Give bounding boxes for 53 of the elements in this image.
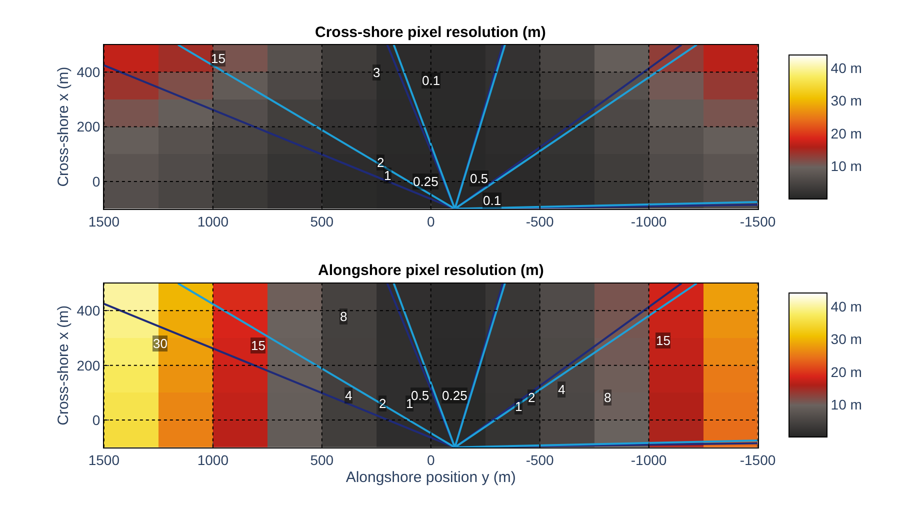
annotation: 30 [153, 336, 168, 351]
x-tick-label: -1000 [630, 214, 667, 230]
annotation: 4 [558, 382, 566, 397]
annotation: 3 [373, 65, 380, 80]
y-tick-label: 400 [76, 302, 100, 319]
annotation: 0.25 [442, 388, 468, 403]
y-tick-label: 200 [76, 118, 100, 135]
chart-title: Alongshore pixel resolution (m) [318, 262, 544, 279]
y-tick-label: 400 [76, 64, 100, 80]
annotation: 0.1 [422, 73, 440, 88]
x-tick-label: 0 [426, 214, 435, 230]
annotation: 0.5 [470, 171, 488, 186]
annotation: 1 [384, 168, 392, 183]
x-tick-label: 0 [426, 452, 435, 468]
x-tick-label: 1500 [88, 452, 120, 468]
annotation: 2 [379, 396, 386, 411]
annotation: 2 [528, 390, 536, 405]
color-bar-label: 30 m [830, 331, 862, 348]
annotation: 0.1 [483, 193, 502, 208]
annotation: 8 [340, 309, 348, 324]
x-axis-title: Alongshore position y (m) [346, 469, 516, 486]
chart-title: Cross-shore pixel resolution (m) [315, 24, 546, 41]
x-tick-label: 1500 [88, 214, 120, 230]
color-bar-label: 40 m [830, 60, 862, 76]
annotation: 15 [656, 333, 670, 348]
annotation: 1 [515, 399, 522, 414]
x-tick-label: -500 [526, 214, 554, 230]
x-tick-label: -1500 [740, 214, 776, 230]
annotation: 2 [377, 155, 384, 170]
annotation: 8 [604, 390, 612, 405]
x-tick-label: 500 [310, 452, 334, 468]
annotation: 4 [345, 388, 352, 403]
x-tick-label: 1000 [197, 452, 229, 468]
color-bar-label: 30 m [830, 92, 862, 109]
annotation: 15 [211, 51, 226, 66]
x-tick-label: 500 [310, 214, 334, 230]
x-tick-label: -1000 [630, 452, 667, 468]
y-tick-label: 0 [92, 412, 100, 428]
annotation: 15 [251, 338, 266, 353]
x-tick-label: 1000 [197, 214, 229, 230]
y-tick-label: 0 [92, 173, 100, 190]
y-axis-title: Cross-shore x (m) [55, 66, 72, 187]
annotation: 0.5 [411, 388, 430, 403]
color-bar-label: 20 m [830, 125, 862, 142]
color-bar-label: 10 m [830, 158, 862, 174]
color-bar-label: 10 m [830, 396, 862, 413]
x-tick-label: -1500 [740, 452, 776, 468]
y-axis-title: Cross-shore x (m) [55, 305, 72, 426]
color-bar-label: 40 m [830, 298, 862, 314]
color-bar-label: 20 m [830, 364, 862, 380]
y-tick-label: 200 [76, 357, 100, 374]
x-tick-label: -500 [526, 452, 554, 468]
annotation: 0.25 [413, 174, 438, 189]
